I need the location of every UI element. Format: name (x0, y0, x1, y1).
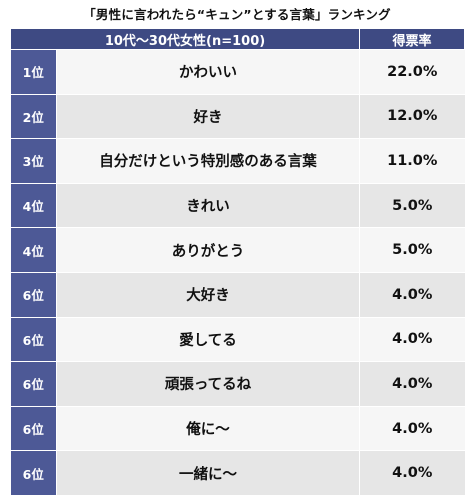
word-cell: 好き (56, 94, 360, 140)
rank-cell: 3位 (10, 138, 57, 184)
table-row: 3位 自分だけという特別感のある言葉 11.0% (10, 138, 465, 184)
table-row: 2位 好き 12.0% (10, 94, 465, 140)
table-row: 6位 愛してる 4.0% (10, 317, 465, 363)
table-row: 6位 大好き 4.0% (10, 272, 465, 318)
rank-cell: 4位 (10, 183, 57, 229)
table-row: 4位 ありがとう 5.0% (10, 227, 465, 273)
word-cell: 愛してる (56, 317, 360, 363)
rank-cell: 2位 (10, 94, 57, 140)
word-cell: かわいい (56, 49, 360, 95)
rank-cell: 1位 (10, 49, 57, 95)
rank-cell: 6位 (10, 317, 57, 363)
rate-cell: 4.0% (359, 361, 465, 407)
page-title: 「男性に言われたら“キュン”とする言葉」ランキング (83, 6, 391, 22)
group-header: 10代〜30代女性(n=100) (9, 28, 361, 50)
table-row: 6位 俺に〜 4.0% (10, 406, 465, 452)
word-cell: 自分だけという特別感のある言葉 (56, 138, 360, 184)
rank-cell: 6位 (10, 450, 57, 496)
rate-cell: 4.0% (359, 450, 465, 496)
rate-cell: 4.0% (359, 272, 465, 318)
rate-cell: 4.0% (359, 317, 465, 363)
rank-cell: 6位 (10, 361, 57, 407)
word-cell: ありがとう (56, 227, 360, 273)
rate-cell: 4.0% (359, 406, 465, 452)
word-cell: 大好き (56, 272, 360, 318)
table-row: 4位 きれい 5.0% (10, 183, 465, 229)
rate-header: 得票率 (359, 28, 466, 50)
word-cell: 一緒に〜 (56, 450, 360, 496)
rate-cell: 22.0% (359, 49, 465, 95)
rank-cell: 6位 (10, 272, 57, 318)
ranking-table: 10代〜30代女性(n=100) 得票率 1位 かわいい 22.0% 2位 好き… (9, 28, 466, 496)
rate-cell: 5.0% (359, 227, 465, 273)
table-row: 6位 一緒に〜 4.0% (10, 450, 465, 496)
rank-cell: 4位 (10, 227, 57, 273)
rate-cell: 5.0% (359, 183, 465, 229)
rate-cell: 11.0% (359, 138, 465, 184)
rate-cell: 12.0% (359, 94, 465, 140)
table-row: 1位 かわいい 22.0% (10, 49, 465, 95)
table-row: 6位 頑張ってるね 4.0% (10, 361, 465, 407)
table-header-row: 10代〜30代女性(n=100) 得票率 (9, 28, 466, 50)
word-cell: 俺に〜 (56, 406, 360, 452)
rank-cell: 6位 (10, 406, 57, 452)
word-cell: 頑張ってるね (56, 361, 360, 407)
word-cell: きれい (56, 183, 360, 229)
